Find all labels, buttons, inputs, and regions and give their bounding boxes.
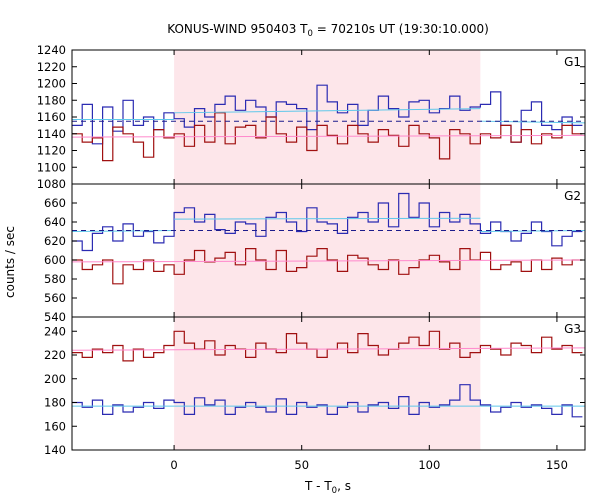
panel-g3-series-red-histogram xyxy=(72,330,583,362)
panel-g1-ytick-label: 1220 xyxy=(37,60,66,74)
panel-g3-series-blue-histogram xyxy=(72,384,583,418)
panel-g1-fit-line-1 xyxy=(174,108,481,114)
panel-g1: 1080 1100 1120 1140 1160 1180 1200 1220 1240 G1 xyxy=(37,43,586,191)
panel-g1-ytick-label: 1120 xyxy=(37,144,66,158)
panel-g3-label: G3 xyxy=(564,322,581,336)
panel-g2-ytick-label: 620 xyxy=(44,234,66,248)
panel-g2: 540 560 580 600 620 640 660 G2 xyxy=(44,183,586,324)
panel-g3-ytick-label: 140 xyxy=(44,443,66,457)
panel-g3-ytick-label: 240 xyxy=(44,324,66,338)
panel-g2-ytick-label: 600 xyxy=(44,253,66,267)
panel-g3-ytick-label: 180 xyxy=(44,396,66,410)
xtick-label: 100 xyxy=(418,458,440,472)
panel-g1-ytick-label: 1100 xyxy=(37,160,66,174)
panel-g1-highlight-region xyxy=(174,50,481,184)
panel-g3-ytick-label: 200 xyxy=(44,372,66,386)
panel-g1-ytick-label: 1160 xyxy=(37,110,66,124)
y-axis-label: counts / sec xyxy=(3,226,17,298)
panel-g1-ytick-label: 1200 xyxy=(37,77,66,91)
panel-g3-plot-area xyxy=(72,330,585,418)
panel-g3-highlight-region xyxy=(174,317,481,450)
panel-g3-frame xyxy=(71,316,586,451)
panel-g2-plot-area xyxy=(72,192,585,285)
panel-g3-fit-line-3 xyxy=(72,347,585,351)
panel-g3-ytick-label: 160 xyxy=(44,419,66,433)
panel-g1-label: G1 xyxy=(564,55,581,69)
panel-g3-ytick-label: 220 xyxy=(44,348,66,362)
panel-g2-ytick-label: 660 xyxy=(44,196,66,210)
panel-g1-ytick-label: 1240 xyxy=(37,43,66,57)
panel-g1-series-red-histogram xyxy=(72,112,583,162)
panel-g2-ytick-label: 560 xyxy=(44,291,66,305)
panel-g1-fit-line-4 xyxy=(72,134,585,138)
xtick-label: 50 xyxy=(294,458,309,472)
panel-g2-ytick-label: 640 xyxy=(44,215,66,229)
xtick-label: 0 xyxy=(170,458,177,472)
panels-group: 1080 1100 1120 1140 1160 1180 1200 1220 1240 G1 54… xyxy=(37,43,586,472)
panel-g2-fit-line-0 xyxy=(72,230,175,232)
panel-g2-series-blue-histogram xyxy=(72,192,583,252)
panel-g3: 140 160 180 200 220 240 G3 xyxy=(44,316,586,457)
panel-g2-ytick-label: 540 xyxy=(44,310,66,324)
panel-g1-ytick-label: 1140 xyxy=(37,127,66,141)
panel-g2-series-red-histogram xyxy=(72,248,583,285)
chart-title: KONUS-WIND 950403 T0 = 70210s UT (19:30:… xyxy=(167,22,489,39)
panel-g2-fit-line-4 xyxy=(72,259,585,263)
panel-g1-plot-area xyxy=(72,84,585,162)
xtick-label: 150 xyxy=(546,458,568,472)
panel-g2-label: G2 xyxy=(564,189,581,203)
x-axis-label: T - T0, s xyxy=(304,479,351,496)
panel-g2-fit-line-1 xyxy=(174,217,481,220)
panel-g2-ytick-label: 580 xyxy=(44,272,66,286)
panel-g1-ytick-label: 1180 xyxy=(37,93,66,107)
panel-g1-ytick-label: 1080 xyxy=(37,177,66,191)
